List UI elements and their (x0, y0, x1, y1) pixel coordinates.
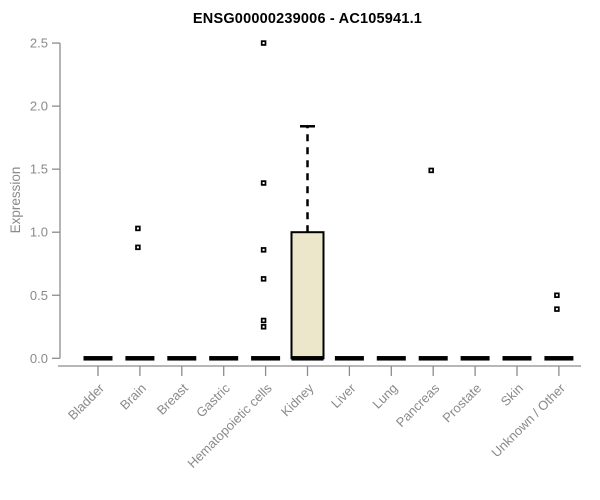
median-bar (460, 356, 490, 361)
outlier-point-center (430, 169, 433, 172)
outlier-point-center (262, 325, 265, 328)
median-bar (251, 356, 281, 361)
outlier-point-center (555, 308, 558, 311)
median-bar (83, 356, 113, 361)
chart-title: ENSG00000239006 - AC105941.1 (192, 11, 423, 27)
x-tick-label: Unknown / Other (488, 380, 568, 460)
y-tick-label: 1.5 (30, 162, 48, 177)
median-bar (291, 356, 324, 361)
x-tick-label: Prostate (439, 381, 484, 426)
box (290, 231, 325, 360)
y-tick-label: 0.0 (30, 351, 48, 366)
median-bar (125, 356, 155, 361)
median-bar (334, 356, 364, 361)
x-tick-label: Brain (117, 381, 149, 413)
outlier-point-center (136, 246, 139, 249)
median-bar (209, 356, 239, 361)
outlier-point-center (262, 42, 265, 45)
outlier-point-center (262, 248, 265, 251)
x-tick-label: Breast (154, 380, 191, 417)
x-tick-label: Gastric (193, 380, 233, 420)
median-bar (167, 356, 197, 361)
outlier-point-center (262, 182, 265, 185)
outlier-point-center (262, 277, 265, 280)
outlier-point-center (136, 227, 139, 230)
x-tick-label: Skin (498, 381, 526, 409)
x-tick-label: Liver (328, 380, 359, 411)
outlier-point-center (555, 294, 558, 297)
outlier-point-center (262, 319, 265, 322)
median-bar (376, 356, 406, 361)
x-tick-label: Pancreas (393, 380, 443, 430)
y-tick-label: 2.0 (30, 99, 48, 114)
median-bar (544, 356, 574, 361)
x-tick-label: Bladder (65, 380, 108, 423)
median-bar (418, 356, 448, 361)
x-tick-label: Lung (369, 381, 400, 412)
y-tick-label: 0.5 (30, 288, 48, 303)
y-tick-label: 1.0 (30, 225, 48, 240)
y-tick-label: 2.5 (30, 36, 48, 51)
x-tick-label: Kidney (278, 380, 317, 419)
median-bar (502, 356, 532, 361)
